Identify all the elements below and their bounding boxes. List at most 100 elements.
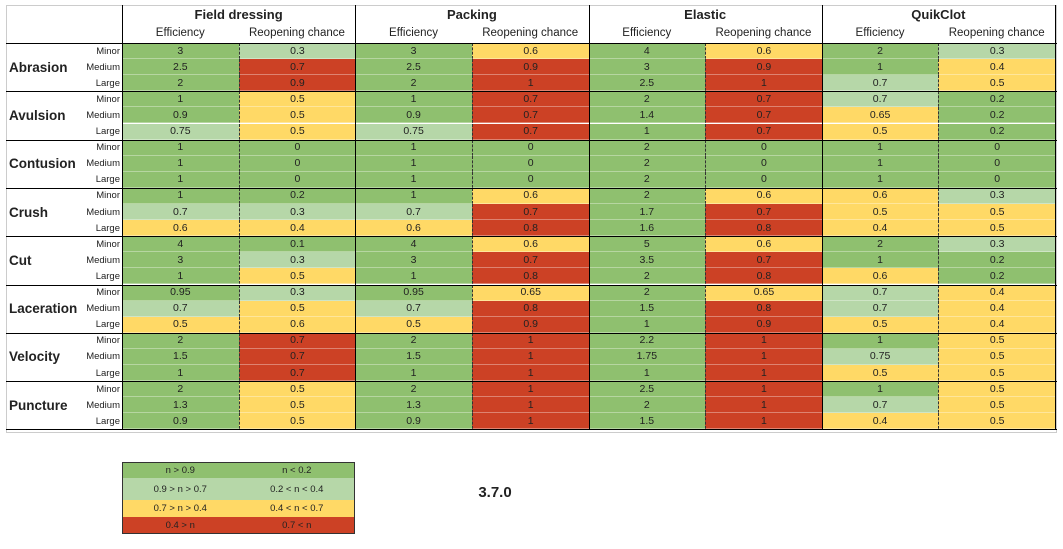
value-cell: 0.2: [938, 252, 1055, 269]
value-cell: 0.3: [238, 43, 356, 60]
value-cell: 0.5: [238, 91, 356, 108]
column-header: Efficiency: [389, 27, 439, 39]
value-cell: 0.2: [938, 91, 1055, 108]
value-cell: 0.4: [938, 316, 1055, 333]
value-cell: 0: [938, 155, 1055, 172]
value-cell: 1.5: [588, 300, 706, 317]
value-cell: 3: [588, 59, 706, 76]
value-cell: 1: [705, 365, 822, 382]
size-label: Large: [95, 222, 120, 234]
value-cell: 1: [355, 91, 472, 108]
value-cell: 0.7: [705, 91, 822, 108]
value-cell: 3: [355, 252, 472, 269]
value-cell: 0.9: [355, 413, 472, 430]
value-cell: 0.6: [705, 187, 822, 204]
group-rule: [6, 139, 1057, 141]
value-cell: 0.7: [471, 123, 589, 140]
value-cell: 1: [471, 365, 589, 382]
value-cell: 1: [705, 397, 822, 414]
value-cell: 0: [705, 171, 822, 188]
value-cell: 1: [122, 171, 239, 188]
size-label: Medium: [86, 254, 120, 266]
legend-cell: 0.7 > n > 0.4: [122, 500, 239, 517]
value-cell: 2: [821, 43, 939, 60]
value-cell: 1: [355, 187, 472, 204]
value-cell: 0.5: [821, 316, 939, 333]
group-rule: [6, 187, 1057, 189]
value-cell: 0.7: [705, 204, 822, 221]
value-cell: 0.3: [238, 204, 356, 221]
value-cell: 2: [588, 187, 706, 204]
value-cell: 0.9: [705, 316, 822, 333]
value-cell: 1: [122, 365, 239, 382]
size-label: Medium: [86, 206, 120, 218]
value-cell: 1: [122, 155, 239, 172]
value-cell: 0.7: [821, 75, 939, 92]
value-cell: 1: [471, 75, 589, 92]
value-cell: 1: [821, 155, 939, 172]
value-cell: 0.6: [705, 43, 822, 60]
value-cell: 0.5: [238, 123, 356, 140]
value-cell: 0.2: [238, 187, 356, 204]
value-cell: 0.3: [938, 236, 1055, 253]
value-cell: 2: [588, 91, 706, 108]
legend-cell: n < 0.2: [238, 462, 355, 478]
value-cell: 0.5: [821, 204, 939, 221]
value-cell: 0.2: [938, 123, 1055, 140]
value-cell: 0: [705, 155, 822, 172]
legend-cell: 0.4 < n < 0.7: [238, 500, 355, 517]
value-cell: 0.7: [821, 91, 939, 108]
value-cell: 0.5: [938, 413, 1055, 430]
group-header: Field dressing: [194, 7, 283, 22]
value-cell: 2.5: [355, 59, 472, 76]
group-divider: [122, 5, 123, 430]
value-cell: 0.75: [122, 123, 239, 140]
value-cell: 0.6: [471, 187, 589, 204]
value-cell: 1: [588, 365, 706, 382]
value-cell: 0.4: [821, 413, 939, 430]
value-cell: 1.3: [122, 397, 239, 414]
value-cell: 1: [821, 139, 939, 156]
value-cell: 2.2: [588, 332, 706, 349]
value-cell: 1: [471, 332, 589, 349]
value-cell: 0.6: [821, 268, 939, 285]
size-label: Medium: [86, 158, 120, 170]
value-cell: 1: [355, 268, 472, 285]
value-cell: 0.75: [355, 123, 472, 140]
size-label: Medium: [86, 351, 120, 363]
value-cell: 2.5: [588, 75, 706, 92]
value-cell: 2: [122, 75, 239, 92]
value-cell: 1.5: [122, 348, 239, 365]
value-cell: 0.3: [238, 252, 356, 269]
value-cell: 0.6: [821, 187, 939, 204]
size-label: Minor: [96, 335, 120, 347]
value-cell: 1: [471, 397, 589, 414]
wound-name: Velocity: [9, 349, 61, 365]
value-cell: 2: [355, 381, 472, 398]
size-label: Large: [95, 367, 120, 379]
wound-name: Abrasion: [9, 59, 68, 75]
value-cell: 0.8: [471, 300, 589, 317]
value-cell: 1: [122, 268, 239, 285]
value-cell: 1.3: [355, 397, 472, 414]
group-rule: [6, 43, 1057, 44]
value-cell: 1: [705, 75, 822, 92]
value-cell: 0.4: [938, 59, 1055, 76]
value-cell: 1: [705, 332, 822, 349]
value-cell: 0: [238, 171, 356, 188]
size-label: Medium: [86, 303, 120, 315]
value-cell: 0.3: [238, 284, 356, 301]
size-label: Medium: [86, 61, 120, 73]
value-cell: 0.7: [821, 300, 939, 317]
group-header: Elastic: [684, 7, 727, 22]
value-cell: 0.9: [705, 59, 822, 76]
legend-cell: 0.9 > n > 0.7: [122, 478, 239, 500]
value-cell: 0.5: [238, 397, 356, 414]
value-cell: 4: [122, 236, 239, 253]
value-cell: 0.7: [471, 91, 589, 108]
value-cell: 0.7: [705, 123, 822, 140]
value-cell: 0.9: [355, 107, 472, 124]
wound-name: Contusion: [9, 156, 76, 172]
value-cell: 4: [355, 236, 472, 253]
size-label: Minor: [96, 93, 120, 105]
